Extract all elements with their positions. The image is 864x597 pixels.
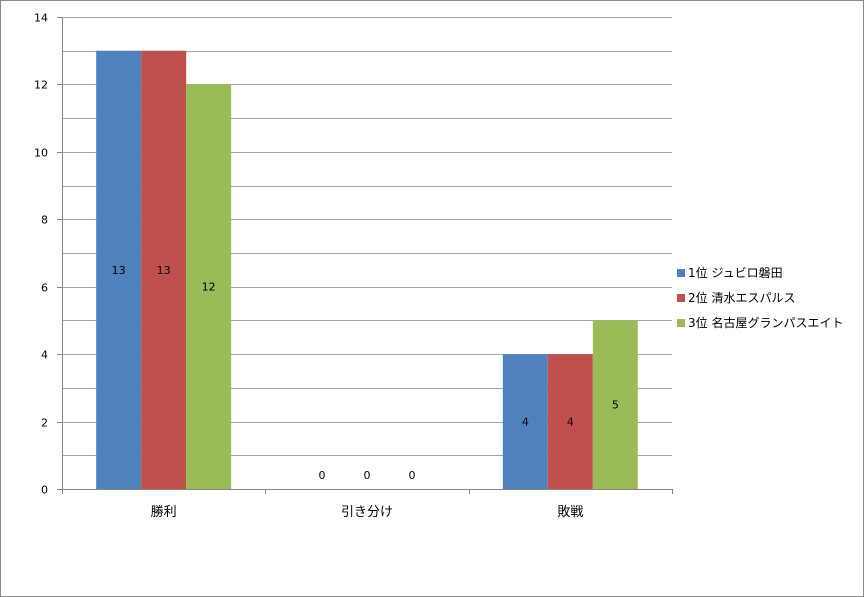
data-label: 13	[157, 264, 171, 277]
y-tick-label: 4	[41, 349, 48, 362]
legend-swatch	[677, 294, 685, 302]
data-label: 0	[319, 469, 326, 482]
data-label: 5	[612, 399, 619, 412]
y-tick-label: 6	[41, 282, 48, 295]
legend-label: 3位 名古屋グランパスエイト	[688, 315, 843, 330]
legend-swatch	[677, 319, 685, 327]
legend-label: 1位 ジュビロ磐田	[688, 265, 783, 280]
y-tick-label: 2	[41, 417, 48, 430]
bar	[547, 354, 593, 489]
legend-swatch	[677, 269, 685, 277]
data-label: 0	[409, 469, 416, 482]
x-tick-label: 敗戦	[557, 505, 583, 520]
legend: 1位 ジュビロ磐田 2位 清水エスパルス 3位 名古屋グランパスエイト	[677, 265, 843, 330]
bar	[592, 320, 638, 489]
x-tick-label: 勝利	[151, 505, 177, 520]
data-label: 13	[112, 264, 126, 277]
y-axis: 0 2 4 6 8 10 12 14	[34, 12, 63, 497]
y-tick-label: 8	[41, 214, 48, 227]
data-label: 4	[522, 416, 529, 429]
y-tick-label: 10	[34, 147, 48, 160]
data-label: 12	[202, 281, 216, 294]
y-tick-label: 0	[41, 484, 48, 497]
y-tick-label: 12	[34, 79, 48, 92]
bar	[96, 50, 142, 489]
data-labels: 13 13 12 0 0 0 4 4 5	[112, 264, 619, 482]
y-tick-label: 14	[34, 12, 48, 25]
bar	[502, 354, 548, 489]
legend-label: 2位 清水エスパルス	[688, 290, 795, 305]
data-label: 4	[567, 416, 574, 429]
x-tick-label: 引き分け	[341, 505, 393, 520]
data-label: 0	[364, 469, 371, 482]
x-axis: 勝利 引き分け 敗戦	[62, 489, 673, 520]
bar	[186, 84, 232, 489]
bars	[96, 50, 638, 489]
bar	[141, 50, 187, 489]
